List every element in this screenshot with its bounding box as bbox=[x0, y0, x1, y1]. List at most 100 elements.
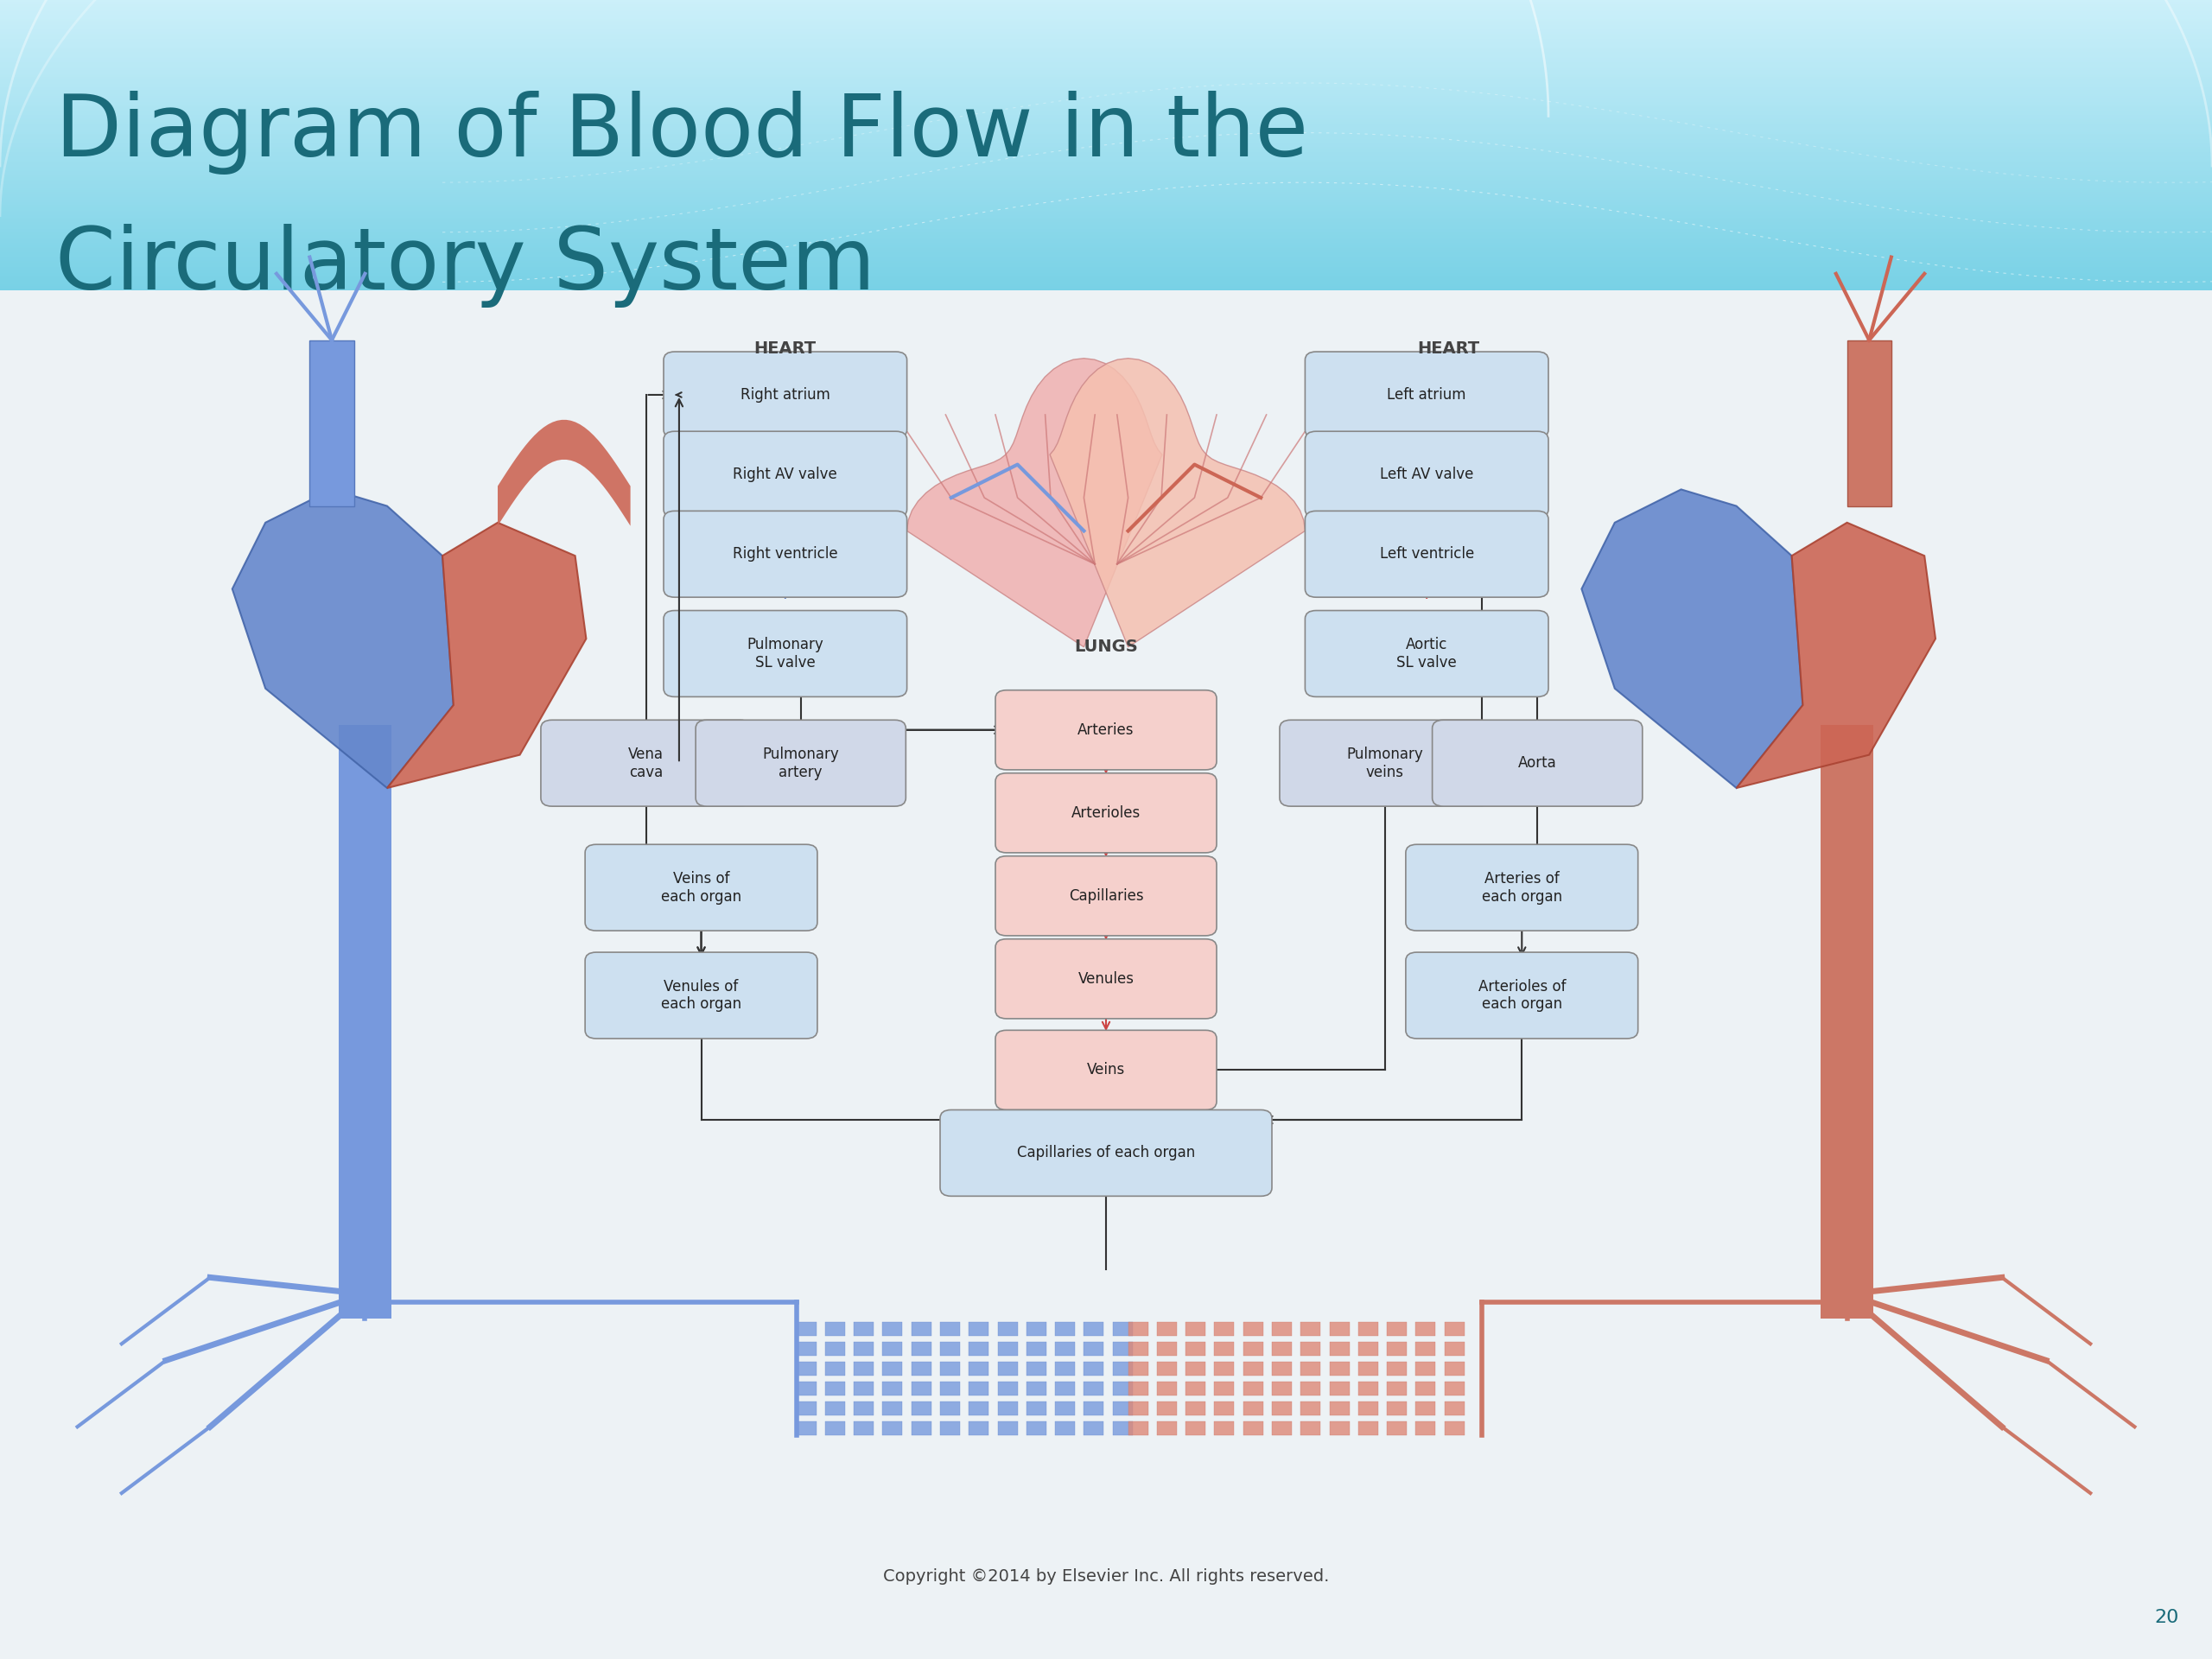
Text: HEART: HEART bbox=[754, 340, 816, 357]
Bar bbox=[1272, 1322, 1292, 1335]
Bar bbox=[1214, 1402, 1234, 1415]
Bar bbox=[883, 1382, 902, 1395]
Bar bbox=[0, 290, 2212, 1659]
Bar bbox=[1847, 340, 1891, 506]
Text: Capillaries: Capillaries bbox=[1068, 888, 1144, 904]
Bar bbox=[883, 1362, 902, 1375]
Bar bbox=[338, 873, 392, 902]
Bar bbox=[1444, 1382, 1464, 1395]
Bar bbox=[1329, 1402, 1349, 1415]
Bar bbox=[1243, 1362, 1263, 1375]
Bar bbox=[1416, 1422, 1436, 1435]
Bar bbox=[1272, 1342, 1292, 1355]
Polygon shape bbox=[1736, 523, 1936, 788]
Text: 20: 20 bbox=[2154, 1609, 2179, 1626]
Bar bbox=[338, 1289, 392, 1319]
Bar bbox=[1157, 1422, 1177, 1435]
Bar bbox=[1358, 1362, 1378, 1375]
Bar bbox=[998, 1382, 1018, 1395]
Bar bbox=[1820, 902, 1874, 932]
Bar bbox=[911, 1362, 931, 1375]
Bar bbox=[1358, 1342, 1378, 1355]
FancyBboxPatch shape bbox=[1279, 720, 1491, 806]
Polygon shape bbox=[1582, 489, 1803, 788]
Bar bbox=[1026, 1402, 1046, 1415]
Bar bbox=[1387, 1342, 1407, 1355]
FancyBboxPatch shape bbox=[1433, 720, 1641, 806]
Text: Diagram of Blood Flow in the: Diagram of Blood Flow in the bbox=[55, 91, 1307, 174]
Bar bbox=[1301, 1402, 1321, 1415]
FancyBboxPatch shape bbox=[664, 611, 907, 697]
Bar bbox=[1186, 1422, 1206, 1435]
Bar bbox=[911, 1422, 931, 1435]
Bar bbox=[1358, 1382, 1378, 1395]
Bar bbox=[1301, 1362, 1321, 1375]
FancyBboxPatch shape bbox=[584, 844, 818, 931]
Bar bbox=[1272, 1422, 1292, 1435]
Bar bbox=[1820, 785, 1874, 815]
Bar bbox=[1113, 1362, 1133, 1375]
Text: Vena
cava: Vena cava bbox=[628, 747, 664, 780]
Bar bbox=[1387, 1402, 1407, 1415]
Bar bbox=[1444, 1342, 1464, 1355]
FancyBboxPatch shape bbox=[995, 939, 1217, 1019]
Bar bbox=[1084, 1322, 1104, 1335]
Bar bbox=[338, 1082, 392, 1112]
Bar bbox=[338, 932, 392, 962]
Text: Right AV valve: Right AV valve bbox=[732, 466, 838, 483]
Bar bbox=[338, 1199, 392, 1229]
Text: Capillaries of each organ: Capillaries of each organ bbox=[1018, 1145, 1194, 1161]
Bar bbox=[796, 1362, 816, 1375]
Text: Left atrium: Left atrium bbox=[1387, 387, 1467, 403]
Bar bbox=[1214, 1362, 1234, 1375]
Bar bbox=[1026, 1422, 1046, 1435]
Bar bbox=[1820, 1289, 1874, 1319]
Bar bbox=[1387, 1362, 1407, 1375]
Text: Right ventricle: Right ventricle bbox=[732, 546, 838, 562]
Bar bbox=[1128, 1362, 1148, 1375]
Bar bbox=[338, 1112, 392, 1141]
Text: Aortic
SL valve: Aortic SL valve bbox=[1396, 637, 1458, 670]
Bar bbox=[1084, 1362, 1104, 1375]
Bar bbox=[338, 962, 392, 992]
Bar bbox=[1186, 1322, 1206, 1335]
Bar bbox=[310, 340, 354, 506]
Bar bbox=[1272, 1382, 1292, 1395]
Bar bbox=[940, 1362, 960, 1375]
Bar bbox=[825, 1402, 845, 1415]
Bar bbox=[796, 1342, 816, 1355]
Text: Pulmonary
SL valve: Pulmonary SL valve bbox=[748, 637, 823, 670]
Bar bbox=[1055, 1342, 1075, 1355]
Bar bbox=[338, 815, 392, 844]
Text: Veins: Veins bbox=[1086, 1062, 1126, 1078]
FancyBboxPatch shape bbox=[995, 856, 1217, 936]
Bar bbox=[940, 1382, 960, 1395]
Bar bbox=[911, 1342, 931, 1355]
Bar bbox=[338, 1022, 392, 1052]
Bar bbox=[1387, 1322, 1407, 1335]
Bar bbox=[1113, 1382, 1133, 1395]
Bar bbox=[796, 1402, 816, 1415]
Text: Right atrium: Right atrium bbox=[741, 387, 830, 403]
Bar bbox=[1301, 1422, 1321, 1435]
Text: Pulmonary
artery: Pulmonary artery bbox=[763, 747, 838, 780]
Bar bbox=[1084, 1342, 1104, 1355]
Bar bbox=[338, 844, 392, 874]
FancyBboxPatch shape bbox=[540, 720, 750, 806]
Bar bbox=[969, 1402, 989, 1415]
Bar bbox=[338, 992, 392, 1022]
Bar bbox=[1055, 1382, 1075, 1395]
Text: HEART: HEART bbox=[1418, 340, 1480, 357]
Bar bbox=[1416, 1322, 1436, 1335]
Bar bbox=[1301, 1322, 1321, 1335]
Bar bbox=[1820, 1052, 1874, 1082]
FancyBboxPatch shape bbox=[664, 511, 907, 597]
Bar bbox=[1113, 1342, 1133, 1355]
Text: Venules of
each organ: Venules of each organ bbox=[661, 979, 741, 1012]
Bar bbox=[1186, 1362, 1206, 1375]
Bar bbox=[940, 1322, 960, 1335]
FancyBboxPatch shape bbox=[1407, 844, 1637, 931]
Text: LUNGS: LUNGS bbox=[1075, 639, 1137, 655]
Bar bbox=[1820, 1141, 1874, 1171]
Bar bbox=[338, 902, 392, 932]
